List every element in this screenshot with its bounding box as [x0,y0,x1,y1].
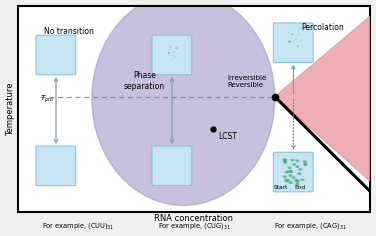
Circle shape [298,173,300,174]
FancyBboxPatch shape [273,152,313,192]
Circle shape [295,180,297,181]
Circle shape [301,179,304,181]
Circle shape [296,180,299,182]
Circle shape [296,160,299,162]
Circle shape [284,159,287,161]
Y-axis label: Temperature: Temperature [6,82,15,136]
Text: End: End [294,185,306,190]
Circle shape [170,46,171,47]
Circle shape [304,163,307,165]
Circle shape [288,167,291,169]
Circle shape [287,180,290,181]
Text: For example, (CUG)$_{31}$: For example, (CUG)$_{31}$ [158,221,230,231]
Circle shape [293,164,296,165]
Circle shape [291,159,294,161]
Circle shape [287,171,290,173]
Circle shape [289,175,292,177]
Circle shape [290,171,292,172]
Circle shape [289,41,290,42]
FancyBboxPatch shape [152,35,192,75]
Circle shape [297,46,298,47]
Circle shape [285,179,287,181]
Text: Phase
separation: Phase separation [124,72,165,91]
Text: LCST: LCST [218,132,237,141]
Circle shape [290,171,292,172]
Circle shape [296,183,299,185]
Circle shape [284,176,287,177]
Circle shape [292,177,295,178]
Text: For example, (CAG)$_{31}$: For example, (CAG)$_{31}$ [274,221,346,231]
Circle shape [283,159,286,160]
Text: Start: Start [274,185,288,190]
Circle shape [284,161,287,163]
Text: Irreversible
Reversible: Irreversible Reversible [227,75,267,88]
Text: Percolation: Percolation [301,23,344,32]
Circle shape [290,182,292,184]
Circle shape [304,164,307,165]
Text: $T_{pro}$: $T_{pro}$ [40,94,54,105]
Circle shape [285,171,288,173]
FancyBboxPatch shape [36,35,76,75]
Circle shape [299,169,302,170]
Polygon shape [275,17,370,181]
FancyBboxPatch shape [36,146,76,186]
Circle shape [303,161,306,162]
Text: No transition: No transition [44,27,94,36]
FancyBboxPatch shape [273,23,313,63]
Circle shape [296,181,299,182]
Circle shape [296,166,299,167]
Text: For example, (CUU)$_{31}$: For example, (CUU)$_{31}$ [42,221,114,231]
Ellipse shape [92,0,275,205]
Circle shape [284,160,286,162]
X-axis label: RNA concentration: RNA concentration [155,214,233,223]
FancyBboxPatch shape [152,146,192,186]
Circle shape [286,180,289,182]
